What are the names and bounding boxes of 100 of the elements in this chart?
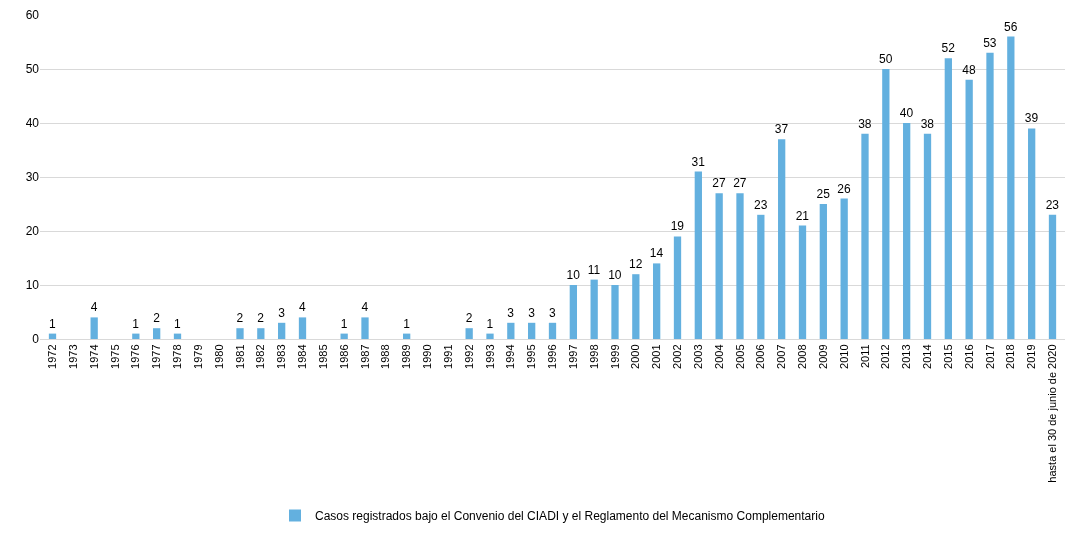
data-label: 12	[629, 257, 643, 272]
x-tick-label: 1973	[66, 344, 79, 369]
x-tick-label: 2013	[900, 344, 913, 369]
data-label: 1	[403, 316, 411, 331]
bar	[694, 171, 702, 339]
x-tick-label: 1996	[546, 344, 559, 369]
x-tick-label: 1974	[87, 344, 100, 369]
bar	[965, 79, 973, 339]
bar	[903, 123, 911, 339]
bar	[340, 333, 348, 339]
data-label: 31	[691, 154, 706, 169]
x-tick-label: 1995	[525, 344, 538, 369]
data-label: 23	[754, 197, 768, 212]
data-label: 53	[983, 35, 997, 50]
x-tick-label: 1984	[296, 344, 309, 369]
bar	[528, 322, 536, 339]
x-tick-label: 1980	[212, 344, 225, 369]
y-tick-label: 30	[25, 170, 40, 185]
x-tick-label: 2011	[858, 344, 871, 369]
x-tick-label: 1985	[316, 344, 329, 369]
bar	[923, 133, 932, 339]
bar	[90, 317, 98, 339]
x-tick-label: 2014	[921, 344, 934, 369]
bar	[653, 263, 661, 339]
data-label: 25	[816, 187, 831, 201]
x-tick-label: 2005	[733, 344, 746, 369]
data-label: 38	[920, 116, 935, 131]
x-tick-label: 2000	[629, 344, 642, 369]
bar	[153, 328, 161, 339]
bar	[486, 333, 494, 339]
bar	[986, 52, 994, 339]
data-label: 1	[132, 316, 140, 331]
data-label: 37	[774, 122, 789, 137]
data-label: 40	[899, 106, 914, 120]
bar	[882, 69, 890, 339]
data-label: 26	[837, 181, 851, 196]
bar	[236, 328, 244, 339]
x-tick-label: 1994	[504, 344, 517, 369]
bar	[278, 322, 286, 339]
bar	[1007, 36, 1015, 339]
x-tick-label: hasta el 30 de junio de 2020	[1046, 344, 1059, 483]
y-tick-label: 60	[25, 8, 40, 23]
bar	[715, 193, 723, 339]
data-label: 11	[587, 262, 601, 277]
x-tick-label: 2016	[962, 344, 975, 369]
data-label: 4	[299, 300, 306, 315]
bar	[1028, 128, 1036, 339]
x-tick-label: 2004	[712, 344, 725, 369]
bar	[507, 322, 515, 339]
data-label: 4	[90, 300, 98, 315]
data-label: 50	[879, 52, 893, 66]
y-tick-label: 20	[25, 224, 40, 239]
data-label: 1	[174, 316, 181, 331]
y-tick-label: 10	[25, 278, 40, 293]
x-tick-label: 1998	[587, 344, 600, 369]
x-tick-label: 1991	[441, 344, 454, 369]
x-tick-label: 1990	[421, 344, 434, 369]
x-tick-label: 2015	[941, 344, 954, 369]
y-tick-label: 0	[32, 332, 40, 347]
data-label: 2	[465, 311, 473, 326]
x-tick-label: 1982	[254, 344, 267, 369]
data-label: 1	[340, 316, 348, 331]
data-label: 27	[712, 176, 726, 191]
legend-label: Casos registrados bajo el Convenio del CIADI y el Reglamento del Mecanismo Complementario	[315, 509, 825, 524]
bar	[611, 285, 619, 339]
bar	[673, 236, 682, 339]
bar	[757, 214, 765, 339]
bar	[173, 333, 182, 339]
x-tick-label: 1988	[379, 344, 392, 369]
x-tick-label: 1979	[191, 344, 204, 369]
bar	[361, 317, 369, 339]
x-tick-label: 2009	[816, 344, 829, 369]
data-label: 27	[733, 176, 747, 191]
data-label: 1	[486, 316, 494, 331]
bar	[944, 58, 952, 339]
bar	[257, 328, 265, 339]
bar	[861, 133, 869, 339]
x-tick-label: 1993	[483, 344, 496, 369]
data-label: 2	[257, 311, 265, 326]
data-label: 2	[153, 311, 161, 326]
x-tick-label: 1978	[171, 344, 184, 369]
x-tick-label: 1986	[337, 344, 350, 369]
data-label: 52	[941, 41, 956, 56]
x-tick-label: 1983	[275, 344, 288, 369]
x-tick-label: 2001	[650, 344, 663, 369]
x-tick-label: 1989	[400, 344, 413, 369]
bar	[778, 139, 786, 339]
x-tick-label: 2002	[671, 344, 684, 369]
bar	[548, 322, 557, 339]
x-tick-label: 2012	[879, 344, 892, 369]
x-tick-label: 1975	[108, 344, 121, 369]
x-tick-label: 1997	[566, 344, 579, 369]
data-label: 1	[49, 316, 56, 331]
data-label: 10	[608, 268, 622, 282]
data-label: 23	[1045, 197, 1060, 212]
bar	[132, 333, 140, 339]
data-label: 14	[649, 246, 664, 261]
bar	[736, 193, 744, 339]
data-label: 3	[507, 305, 515, 320]
bar	[569, 285, 577, 339]
